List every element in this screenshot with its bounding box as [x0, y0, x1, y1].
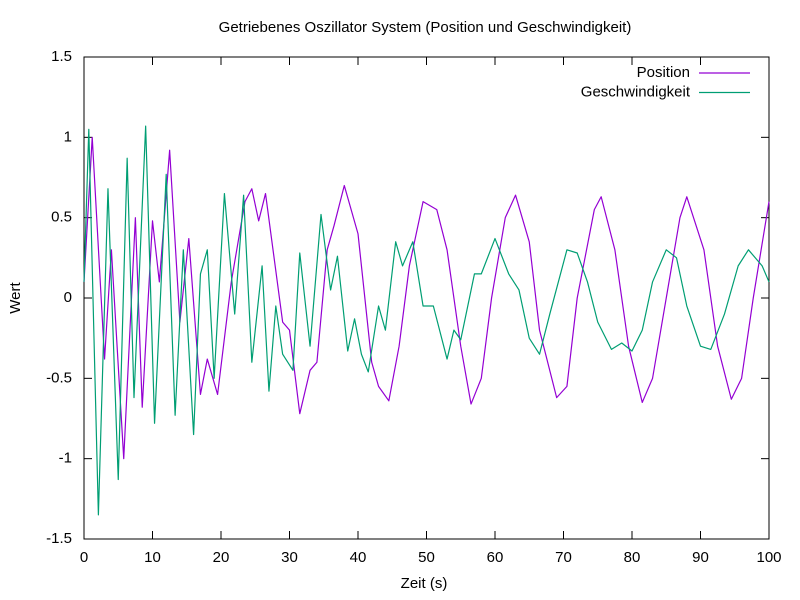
x-tick-label: 70 [555, 549, 572, 566]
chart-title: Getriebenes Oszillator System (Position … [219, 19, 632, 36]
x-tick-label: 30 [281, 549, 298, 566]
y-axis-label: Wert [7, 281, 24, 313]
y-tick-label: -1 [59, 450, 72, 467]
x-tick-label: 100 [756, 549, 781, 566]
y-tick-label: -1.5 [46, 530, 72, 547]
legend-label: Geschwindigkeit [581, 83, 691, 100]
y-tick-label: 1.5 [51, 48, 72, 65]
x-tick-label: 10 [144, 549, 161, 566]
y-tick-label: -0.5 [46, 369, 72, 386]
x-tick-label: 90 [692, 549, 709, 566]
legend-label: Position [637, 64, 690, 81]
y-tick-label: 0 [64, 289, 72, 306]
line-series [83, 125, 770, 516]
x-tick-label: 20 [213, 549, 230, 566]
x-axis-label: Zeit (s) [401, 575, 448, 592]
x-tick-label: 80 [624, 549, 641, 566]
y-tick-label: 0.5 [51, 209, 72, 226]
x-tick-label: 0 [80, 549, 88, 566]
x-tick-label: 50 [418, 549, 435, 566]
line-series [83, 136, 770, 460]
x-tick-label: 60 [487, 549, 504, 566]
y-tick-label: 1 [64, 128, 72, 145]
x-tick-label: 40 [350, 549, 367, 566]
